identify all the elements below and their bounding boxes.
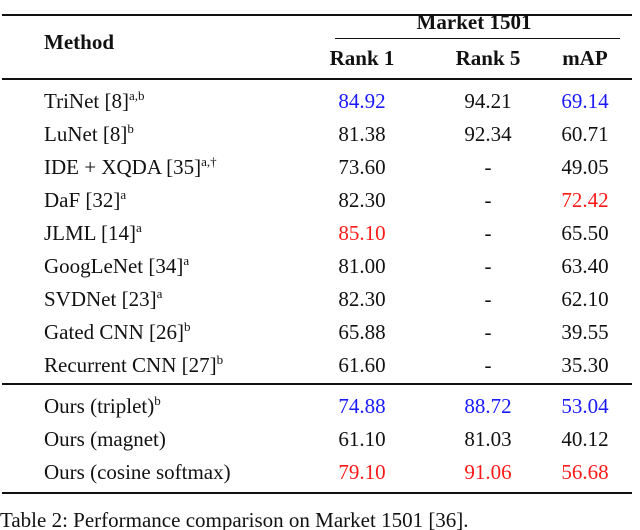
column-header: mAP: [562, 46, 608, 70]
method-name: JLML [14]: [44, 221, 136, 245]
value-cell: 60.71: [561, 122, 609, 146]
method-name: Ours (triplet): [44, 394, 155, 418]
value-cell: 40.12: [561, 427, 609, 451]
value-cell: 65.88: [338, 320, 386, 344]
method-superscript: b: [183, 319, 191, 334]
value-cell: 69.14: [561, 89, 609, 113]
value-cell: 62.10: [561, 287, 609, 311]
method-cell: SVDNet [23]a: [44, 287, 162, 311]
method-name: IDE + XQDA [35]: [44, 155, 202, 179]
method-cell: JLML [14]a: [44, 221, 142, 245]
value-cell: 79.10: [338, 460, 386, 484]
method-cell: IDE + XQDA [35]a,†: [44, 155, 217, 179]
value-cell: 49.05: [561, 155, 609, 179]
method-superscript: b: [127, 121, 134, 136]
method-superscript: a: [120, 187, 127, 202]
value-cell: 92.34: [464, 122, 512, 146]
value-cell: 85.10: [338, 221, 386, 245]
method-superscript: a: [135, 220, 142, 235]
method-name: Gated CNN [26]: [44, 320, 184, 344]
value-cell: 81.03: [464, 427, 512, 451]
value-cell: 56.68: [561, 460, 609, 484]
value-cell: -: [484, 254, 492, 278]
method-superscript: b: [216, 352, 224, 367]
value-cell: -: [484, 155, 492, 179]
method-name: TriNet [8]: [44, 89, 129, 113]
method-cell: DaF [32]a: [44, 188, 126, 212]
value-cell: 61.10: [338, 427, 386, 451]
value-cell: 65.50: [561, 221, 609, 245]
value-cell: 74.88: [338, 394, 386, 418]
method-name: DaF [32]: [44, 188, 121, 212]
value-cell: 81.38: [338, 122, 386, 146]
column-header: Rank 1: [329, 46, 395, 70]
top-rule: [2, 14, 632, 16]
method-cell: TriNet [8]a,b: [44, 89, 145, 113]
method-superscript: a: [156, 286, 163, 301]
method-cell: Ours (triplet)b: [44, 394, 161, 418]
method-cell: LuNet [8]b: [44, 122, 134, 146]
group-rule: [335, 38, 620, 39]
value-cell: 88.72: [464, 394, 512, 418]
value-cell: 63.40: [561, 254, 609, 278]
method-superscript: b: [154, 393, 161, 408]
method-name: Ours (cosine softmax): [44, 460, 231, 484]
value-cell: 73.60: [338, 155, 386, 179]
caption: Table 2: Performance comparison on Marke…: [0, 508, 469, 530]
method-name: LuNet [8]: [44, 122, 128, 146]
value-cell: 72.42: [561, 188, 609, 212]
method-cell: GoogLeNet [34]a: [44, 254, 189, 278]
method-superscript: a,b: [128, 88, 145, 103]
header-rule: [2, 78, 632, 80]
method-cell: Recurrent CNN [27]b: [44, 353, 223, 377]
value-cell: 61.60: [338, 353, 386, 377]
method-cell: Ours (cosine softmax): [44, 460, 231, 484]
bottom-rule: [2, 492, 632, 494]
column-header: Rank 5: [455, 46, 521, 70]
value-cell: -: [484, 353, 492, 377]
method-name: Recurrent CNN [27]: [44, 353, 217, 377]
method-name: GoogLeNet [34]: [44, 254, 184, 278]
value-cell: 81.00: [338, 254, 386, 278]
value-cell: 84.92: [338, 89, 386, 113]
value-cell: 39.55: [561, 320, 609, 344]
value-cell: 35.30: [561, 353, 609, 377]
value-cell: 94.21: [464, 89, 512, 113]
header-title: Method: [44, 30, 114, 54]
method-cell: Ours (magnet): [44, 427, 166, 451]
value-cell: -: [484, 320, 492, 344]
value-cell: -: [484, 287, 492, 311]
method-superscript: a: [183, 253, 190, 268]
value-cell: -: [484, 188, 492, 212]
value-cell: 82.30: [338, 188, 386, 212]
method-name: Ours (magnet): [44, 427, 166, 451]
group-separator: [2, 383, 632, 385]
method-cell: Gated CNN [26]b: [44, 320, 190, 344]
value-cell: -: [484, 221, 492, 245]
value-cell: 91.06: [464, 460, 512, 484]
method-name: SVDNet [23]: [44, 287, 157, 311]
value-cell: 53.04: [561, 394, 609, 418]
value-cell: 82.30: [338, 287, 386, 311]
method-superscript: a,†: [201, 154, 217, 169]
header-group: Market 1501: [416, 10, 532, 34]
